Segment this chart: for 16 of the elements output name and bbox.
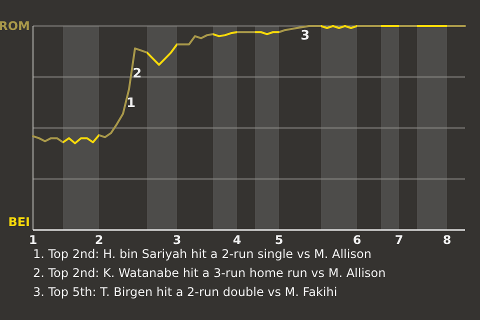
text: 2. Top 2nd: K. Watanabe hit a 3-run home run vs M. Allison <box>33 266 386 280</box>
annotation: 3 <box>300 28 310 44</box>
text: BEI <box>8 215 30 230</box>
x-tick-label: 2 <box>94 233 104 247</box>
text: ROM <box>0 19 30 34</box>
annotation: 1 <box>126 96 136 112</box>
text: 3. Top 5th: T. Birgen hit a 2-run double vs M. Fakihi <box>33 285 338 299</box>
x-tick-label: 6 <box>352 233 362 247</box>
x-tick-label: 8 <box>442 233 452 247</box>
x-tick-label: 1 <box>28 233 38 247</box>
x-tick-label: 7 <box>394 233 404 247</box>
x-tick-label: 4 <box>232 233 242 247</box>
annotation: 2 <box>132 66 142 82</box>
x-tick-label: 5 <box>274 233 284 247</box>
text: 1. Top 2nd: H. bin Sariyah hit a 2-run single vs M. Allison <box>33 247 372 261</box>
x-tick-label: 3 <box>172 233 182 247</box>
